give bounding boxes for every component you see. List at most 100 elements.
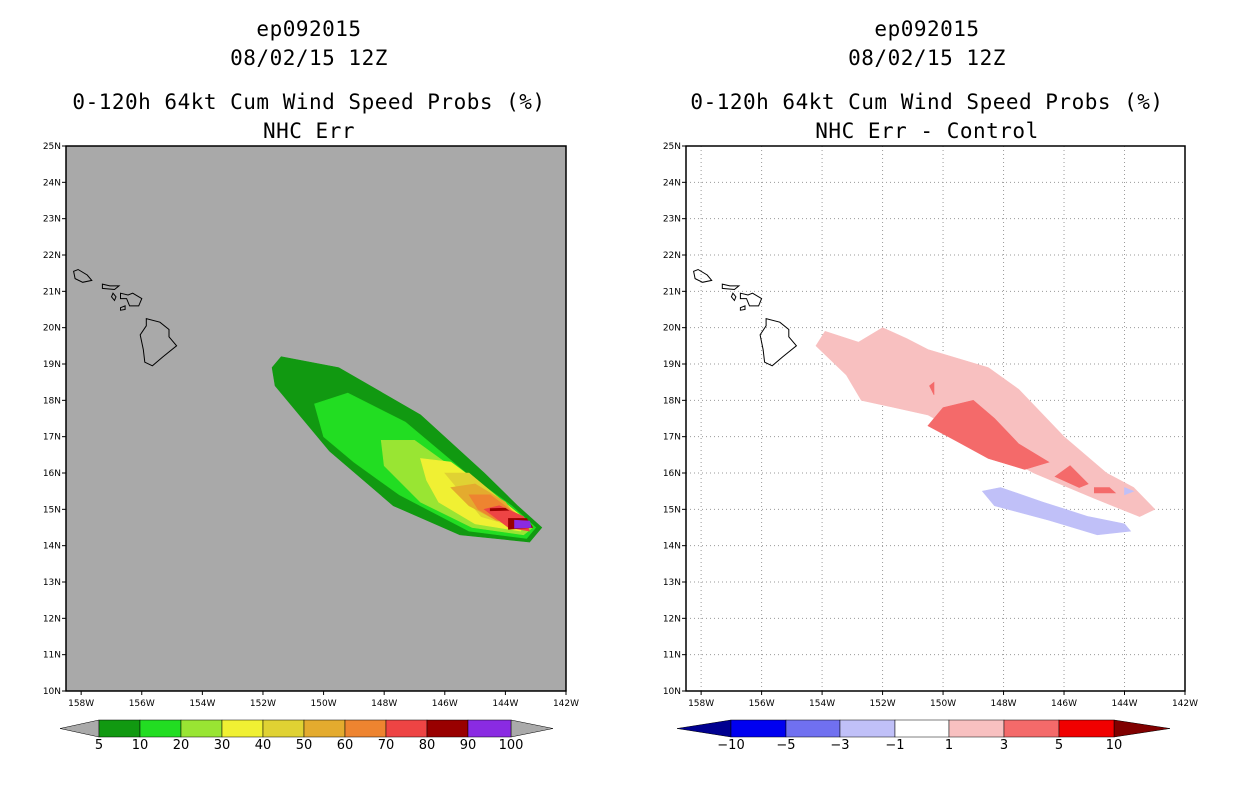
chart-subtitle: NHC Err - Control <box>815 119 1039 143</box>
x-tick-label: 146W <box>1051 699 1077 709</box>
x-tick-label: 150W <box>311 699 337 709</box>
y-tick-label: 25N <box>663 142 681 152</box>
y-tick-label: 13N <box>663 578 681 588</box>
x-tick-label: 152W <box>870 699 896 709</box>
y-tick-label: 16N <box>43 469 61 479</box>
colorbar-label: 1 <box>945 738 953 753</box>
island-coastline <box>120 305 126 311</box>
island-coastline <box>101 283 121 291</box>
chart-subtitle: NHC Err <box>262 119 355 143</box>
y-tick-label: 20N <box>43 324 61 334</box>
plot-content <box>686 146 1185 691</box>
x-tick-label: 156W <box>129 699 155 709</box>
y-tick-label: 15N <box>43 505 61 515</box>
y-tick-label: 18N <box>43 396 61 406</box>
island-coastline <box>759 317 798 367</box>
colorbar-segment <box>839 719 896 738</box>
y-tick-label: 21N <box>43 287 61 297</box>
colorbar-low-arrow <box>59 719 100 738</box>
colorbar-segment <box>894 719 950 738</box>
x-tick-label: 158W <box>688 699 714 709</box>
y-tick-label: 22N <box>663 251 681 261</box>
colorbar-segment <box>467 719 512 738</box>
chart-title: 0-120h 64kt Cum Wind Speed Probs (%) <box>690 90 1164 114</box>
x-tick-label: 144W <box>492 699 518 709</box>
y-tick-label: 24N <box>43 178 61 188</box>
contour--1 <box>981 487 1132 536</box>
y-tick-label: 18N <box>663 396 681 406</box>
plot-frame <box>65 145 567 692</box>
island-coastline <box>73 268 93 283</box>
island-coastline <box>110 292 117 302</box>
x-tick-label: 152W <box>250 699 276 709</box>
y-tick-label: 19N <box>43 360 61 370</box>
contour-3 <box>1093 487 1117 494</box>
colorbar-label: −3 <box>830 738 849 753</box>
colorbar-label: −1 <box>885 738 904 753</box>
colorbar-segment <box>221 719 264 738</box>
colorbar-label: 40 <box>255 738 272 753</box>
colorbar-label: 90 <box>460 738 477 753</box>
colorbar-segment <box>385 719 428 738</box>
colorbar-label: 100 <box>499 738 524 753</box>
y-tick-label: 25N <box>43 142 61 152</box>
colorbar-segment <box>785 719 841 738</box>
colorbar-segment <box>139 719 182 738</box>
forecast-time: 08/02/15 12Z <box>848 46 1006 70</box>
colorbar-label: 5 <box>1055 738 1063 753</box>
y-tick-label: 12N <box>43 614 61 624</box>
contour-3 <box>1054 465 1089 488</box>
y-tick-label: 17N <box>663 433 681 443</box>
left-panel: ep092015 08/02/15 12Z 0-120h 64kt Cum Wi… <box>28 17 579 753</box>
colorbar-high-arrow <box>510 719 554 738</box>
island-coastline <box>28 248 42 261</box>
colorbar-label: 5 <box>95 738 103 753</box>
y-tick-label: 13N <box>43 578 61 588</box>
contour-90 <box>514 519 532 529</box>
colorbar-label: 3 <box>1000 738 1008 753</box>
chart-title: 0-120h 64kt Cum Wind Speed Probs (%) <box>72 90 546 114</box>
forecast-time: 08/02/15 12Z <box>230 46 388 70</box>
x-tick-label: 154W <box>189 699 215 709</box>
colorbar-segment <box>344 719 387 738</box>
island-coastline <box>120 292 143 307</box>
colorbar-label: 70 <box>378 738 395 753</box>
colorbar-segment <box>180 719 223 738</box>
x-tick-label: 158W <box>68 699 94 709</box>
probability-difference-map: 158W 156W 154W 152W 150W 148W 146W 144W 142W 10N 1… <box>663 142 1198 753</box>
y-tick-label: 22N <box>43 251 61 261</box>
island-coastline <box>721 283 741 291</box>
colorbar-label: 10 <box>1106 738 1123 753</box>
colorbar-segment <box>98 719 141 738</box>
x-tick-label: 146W <box>432 699 458 709</box>
colorbar-label: 30 <box>214 738 231 753</box>
wind-probability-map: 158W 156W 154W 152W 150W 148W 146W 144W 142W 10N 1… <box>28 142 579 753</box>
island-coastline <box>739 305 746 311</box>
x-tick-label: 142W <box>553 699 579 709</box>
x-tick-label: 148W <box>371 699 397 709</box>
y-tick-label: 10N <box>43 687 61 697</box>
y-tick-label: 14N <box>663 542 681 552</box>
island-coastline <box>739 292 763 307</box>
y-tick-label: 14N <box>43 542 61 552</box>
colorbar-segment <box>303 719 346 738</box>
colorbar-label: −10 <box>717 738 744 753</box>
x-tick-label: 156W <box>749 699 775 709</box>
y-tick-label: 10N <box>663 687 681 697</box>
y-tick-label: 23N <box>43 215 61 225</box>
right-panel: ep092015 08/02/15 12Z 0-120h 64kt Cum Wi… <box>618 0 1236 800</box>
colorbar-label: −5 <box>776 738 795 753</box>
colorbar-label: 60 <box>337 738 354 753</box>
x-tick-label: 148W <box>991 699 1017 709</box>
x-tick-label: 142W <box>1172 699 1198 709</box>
y-tick-label: 15N <box>663 505 681 515</box>
colorbar-low-arrow <box>676 719 732 738</box>
plot-frame <box>685 145 1186 692</box>
y-tick-label: 21N <box>663 287 681 297</box>
colorbar-label: 10 <box>132 738 149 753</box>
contour--1 <box>1124 487 1135 496</box>
y-tick-label: 11N <box>43 651 61 661</box>
contour-3 <box>929 381 935 396</box>
colorbar-segment <box>262 719 305 738</box>
storm-id: ep092015 <box>256 17 362 41</box>
